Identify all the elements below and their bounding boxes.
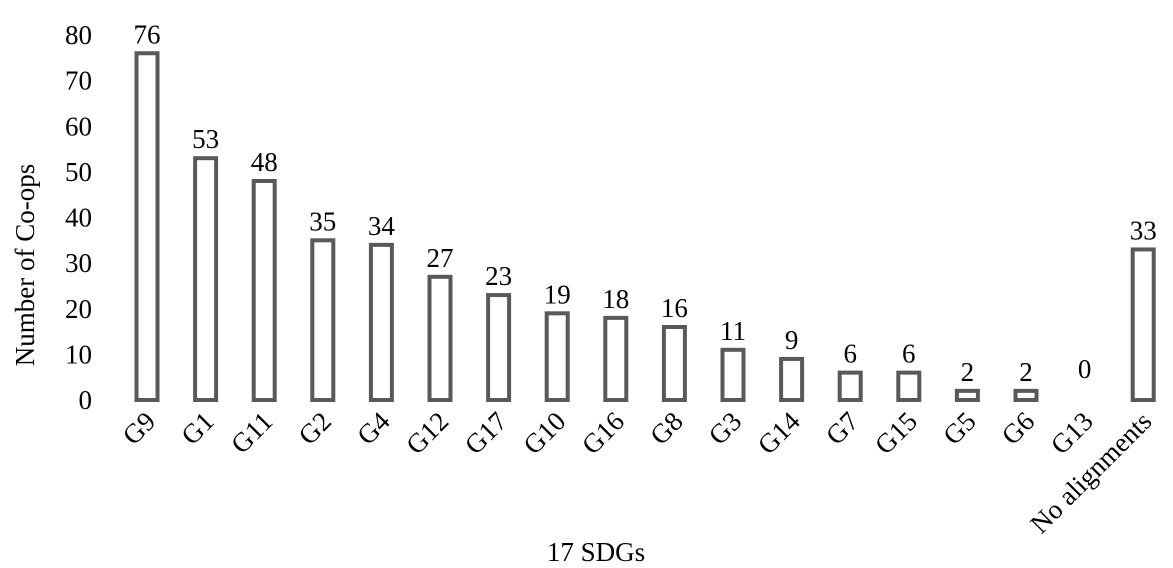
- bar: [251, 179, 277, 402]
- x-tick-label: G3: [703, 406, 748, 451]
- y-axis-ticks: 0 10 20 30 40 50 60 70 80: [65, 20, 92, 415]
- bar-value-label: 18: [602, 284, 629, 314]
- x-tick-label: G4: [351, 406, 396, 451]
- bar: [837, 370, 863, 402]
- bar: [427, 274, 453, 402]
- bar-value-label: 23: [485, 261, 512, 291]
- y-tick-label: 80: [65, 20, 92, 50]
- bar-value-label: 34: [368, 211, 396, 241]
- bar: [720, 347, 746, 402]
- bar: [954, 388, 980, 402]
- bar-value-label: 35: [309, 206, 336, 236]
- x-tick-label: G7: [820, 406, 865, 451]
- y-axis-title: Number of Co-ops: [10, 164, 40, 366]
- bar: [544, 311, 570, 402]
- x-tick-label: G16: [576, 406, 630, 460]
- x-tick-label: G5: [937, 406, 982, 451]
- bar-value-label: 27: [427, 243, 454, 273]
- bar: [368, 242, 394, 402]
- bar: [1013, 388, 1039, 402]
- bar-value-label: 9: [785, 325, 799, 355]
- bar-value-label: 19: [544, 279, 571, 309]
- bar: [310, 238, 336, 402]
- bar-value-label: 6: [843, 339, 857, 369]
- x-tick-label: G1: [175, 406, 220, 451]
- x-tick-label: G6: [996, 406, 1041, 451]
- bar-value-label: 16: [661, 293, 688, 323]
- bar-value-label: 6: [902, 339, 916, 369]
- bar-value-label: 11: [720, 316, 746, 346]
- x-tick-label: G17: [459, 406, 513, 460]
- y-tick-label: 10: [65, 339, 92, 369]
- bar: [134, 51, 160, 402]
- bar: [779, 356, 805, 402]
- bar-value-labels: 76 53 48 35 34 27 23 19 18 16 11 9 6 6 2 2 0 33: [134, 19, 1157, 387]
- x-tick-label: G15: [869, 406, 923, 460]
- bar: [603, 315, 629, 402]
- y-tick-label: 70: [65, 66, 92, 96]
- bar: [193, 156, 219, 402]
- bar-value-label: 33: [1130, 215, 1157, 245]
- x-tick-label: G10: [517, 406, 571, 460]
- y-tick-label: 0: [79, 385, 93, 415]
- bar: [661, 325, 687, 402]
- bar: [1130, 247, 1156, 402]
- y-tick-label: 20: [65, 294, 92, 324]
- x-tick-label: G8: [644, 406, 689, 451]
- bar-value-label: 53: [192, 124, 219, 154]
- bar-value-label: 48: [251, 147, 278, 177]
- bar-value-label: 0: [1078, 354, 1092, 384]
- x-axis-category-labels: G9 G1 G11 G2 G4 G12 G17 G10 G16 G8 G3 G14 G7 G15 G5 G6 G…: [117, 406, 1158, 539]
- bar-value-label: 76: [134, 19, 161, 49]
- x-tick-label: G9: [117, 406, 162, 451]
- x-tick-label: G2: [292, 406, 337, 451]
- bar-value-label: 2: [961, 357, 975, 387]
- y-tick-label: 40: [65, 203, 92, 233]
- x-axis-title: 17 SDGs: [547, 537, 645, 567]
- bar: [486, 293, 512, 402]
- bar-value-label: 2: [1019, 357, 1033, 387]
- y-tick-label: 60: [65, 111, 92, 141]
- x-tick-label: G12: [400, 406, 454, 460]
- bar: [896, 370, 922, 402]
- y-tick-label: 30: [65, 248, 92, 278]
- bars: [134, 51, 1156, 402]
- x-tick-label: G11: [225, 406, 278, 459]
- y-tick-label: 50: [65, 157, 92, 187]
- x-tick-label: G14: [752, 406, 806, 460]
